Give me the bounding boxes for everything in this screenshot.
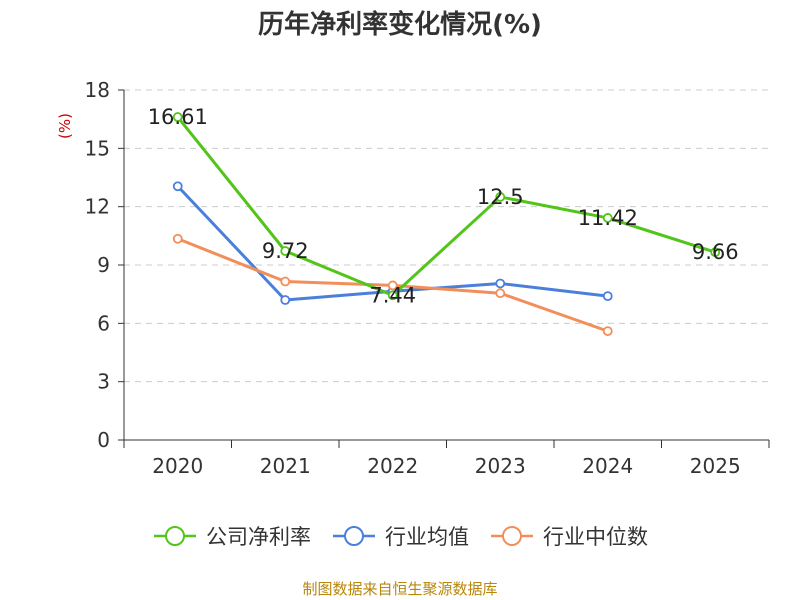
data-point — [602, 326, 613, 337]
data-point — [495, 278, 506, 289]
legend-marker-icon — [491, 526, 533, 546]
legend-item[interactable]: 行业均值 — [331, 521, 469, 551]
data-label: 7.44 — [369, 283, 416, 307]
y-tick-label: 9 — [97, 253, 110, 277]
chart-title: 历年净利率变化情况(%) — [258, 10, 542, 40]
data-point — [280, 246, 291, 256]
legend-label: 行业中位数 — [543, 525, 648, 549]
data-point — [495, 192, 506, 202]
legend-label: 行业均值 — [385, 525, 469, 549]
legend-marker-icon — [154, 526, 196, 546]
y-tick-label: 15 — [85, 136, 110, 160]
y-tick-label: 0 — [97, 428, 110, 452]
x-tick-label: 2023 — [475, 454, 526, 478]
x-tick-label: 2025 — [690, 454, 741, 478]
data-label: 9.72 — [262, 239, 309, 263]
x-tick-label: 2020 — [152, 454, 203, 478]
data-point — [387, 280, 398, 291]
source-note: 制图数据来自恒生聚源数据库 — [302, 580, 498, 598]
data-point — [172, 233, 183, 244]
data-point — [280, 276, 291, 287]
legend-label: 公司净利率 — [206, 525, 311, 549]
legend: 公司净利率 行业均值 行业中位数 — [0, 519, 800, 553]
data-label: 12.5 — [477, 185, 524, 209]
x-tick-label: 2024 — [582, 454, 633, 478]
y-tick-label: 12 — [85, 195, 110, 219]
data-point — [602, 213, 613, 223]
data-point — [172, 112, 183, 122]
x-tick-label: 2021 — [260, 454, 311, 478]
data-point — [710, 247, 721, 258]
data-point — [495, 288, 506, 299]
data-point — [602, 291, 613, 302]
x-tick-label: 2022 — [367, 454, 418, 478]
legend-item[interactable]: 行业中位数 — [489, 521, 648, 551]
data-label: 16.61 — [148, 105, 208, 129]
data-point — [280, 295, 291, 305]
y-axis-label: (%) — [56, 113, 74, 139]
data-label: 9.66 — [692, 240, 739, 264]
y-tick-label: 6 — [97, 311, 110, 335]
y-tick-label: 3 — [97, 370, 110, 394]
series-line — [176, 116, 716, 297]
legend-item[interactable]: 公司净利率 — [152, 521, 311, 551]
data-point — [387, 290, 398, 301]
y-tick-label: 18 — [85, 78, 110, 102]
data-label: 11.42 — [578, 206, 638, 230]
legend-marker-icon — [333, 526, 375, 546]
data-point — [172, 181, 183, 192]
